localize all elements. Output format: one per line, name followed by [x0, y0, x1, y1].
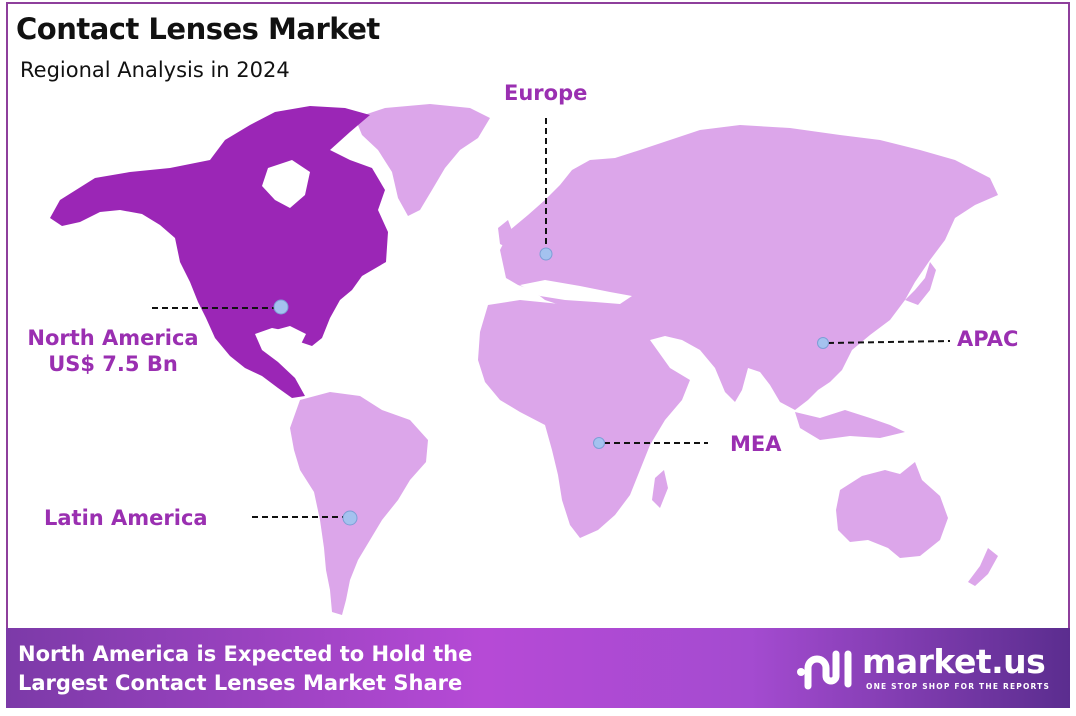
- market-us-logo-icon: [797, 650, 852, 690]
- footer-line-2: Largest Contact Lenses Market Share: [18, 671, 463, 695]
- region-australia: [836, 462, 948, 558]
- leader-line-apac: [827, 340, 951, 344]
- marker-north-america: [273, 299, 289, 315]
- label-latin-america: Latin America: [44, 506, 208, 530]
- footer-headline: North America is Expected to Hold the La…: [18, 640, 472, 698]
- marker-apac: [817, 337, 829, 349]
- label-mea: MEA: [730, 432, 782, 456]
- label-europe: Europe: [504, 81, 588, 105]
- footer-line-1: North America is Expected to Hold the: [18, 642, 473, 666]
- label-north-america-name: North America: [27, 326, 199, 350]
- region-greenland: [355, 104, 490, 216]
- region-africa[interactable]: [478, 300, 690, 538]
- label-north-america: North America US$ 7.5 Bn: [18, 325, 208, 378]
- region-latin-america[interactable]: [290, 392, 428, 615]
- label-apac: APAC: [957, 327, 1019, 351]
- marker-latin-america: [342, 510, 358, 526]
- page-subtitle: Regional Analysis in 2024: [20, 58, 290, 82]
- world-map: [50, 104, 998, 615]
- brand-logo: market.us ONE STOP SHOP FOR THE REPORTS: [796, 638, 1056, 698]
- page-title: Contact Lenses Market: [16, 12, 380, 46]
- marker-europe: [539, 247, 553, 261]
- marker-mea: [593, 437, 605, 449]
- brand-name: market.us: [862, 642, 1046, 681]
- label-north-america-value: US$ 7.5 Bn: [48, 352, 178, 377]
- footer-banner: North America is Expected to Hold the La…: [6, 628, 1070, 708]
- brand-tagline: ONE STOP SHOP FOR THE REPORTS: [866, 682, 1051, 691]
